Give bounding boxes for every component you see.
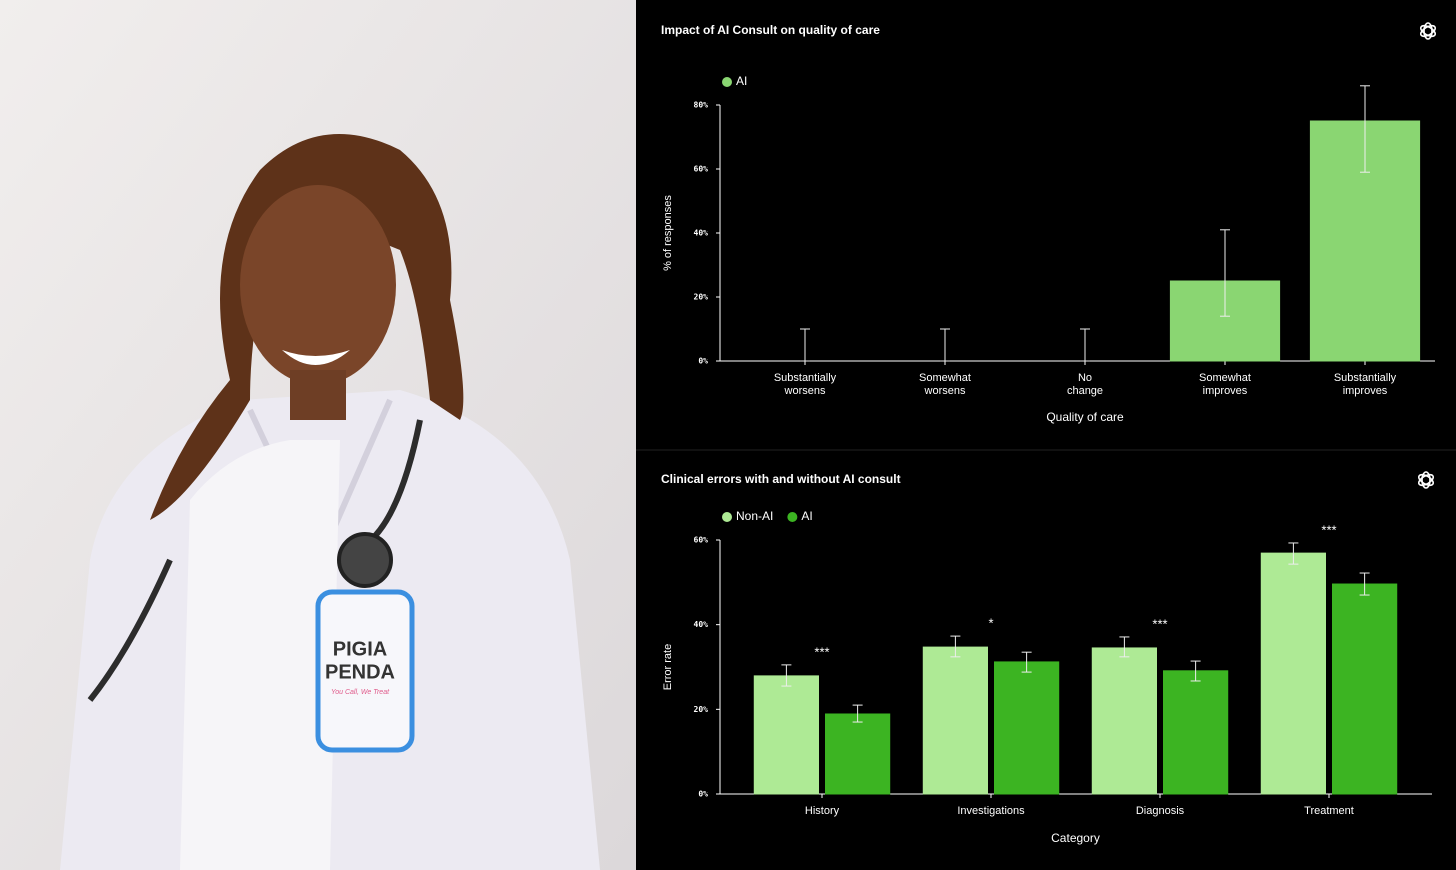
bar <box>825 713 891 795</box>
badge <box>315 589 415 753</box>
photo: PIGIA PENDA You Call, We Treat <box>0 0 636 870</box>
chart-title: Impact of AI Consult on quality of care <box>661 23 880 37</box>
legend-swatch <box>722 77 732 87</box>
smile <box>282 350 350 365</box>
y-axis-label: Error rate <box>662 644 674 690</box>
badge-title: PENDA <box>325 661 395 683</box>
x-tick-label: Substantially improves <box>1333 372 1397 397</box>
x-axis-label: Quality of care <box>1046 410 1124 424</box>
x-tick-label: Treatment <box>1304 805 1354 817</box>
y-tick-label: 60% <box>694 165 709 174</box>
bar <box>1332 583 1398 795</box>
logo <box>1419 22 1437 40</box>
significance-label: *** <box>1321 522 1336 537</box>
y-tick-label: 80% <box>694 101 709 110</box>
neck <box>290 370 346 420</box>
y-axis-label: % of responses <box>662 195 674 271</box>
badge-tagline: You Call, We Treat <box>331 689 390 696</box>
legend-swatch <box>722 512 732 522</box>
stethoscope-head <box>337 532 393 588</box>
x-tick-label: Somewhat improves <box>1199 372 1251 397</box>
bar <box>1163 670 1229 795</box>
bar <box>1260 552 1327 795</box>
legend-label: AI <box>801 509 812 523</box>
face <box>240 185 396 385</box>
legend-label: AI <box>736 74 747 88</box>
bar <box>1091 647 1158 795</box>
x-tick-label: Diagnosis <box>1135 805 1185 817</box>
hair <box>150 134 464 520</box>
y-tick-label: 0% <box>698 790 708 799</box>
significance-label: *** <box>1152 616 1167 631</box>
badge-title: PIGIA <box>333 638 387 660</box>
y-tick-label: 20% <box>694 705 709 714</box>
x-axis-label: Category <box>1051 831 1100 845</box>
y-tick-label: 40% <box>694 229 709 238</box>
significance-label: * <box>988 616 993 631</box>
legend-swatch <box>787 512 798 522</box>
x-tick-label: No change <box>1066 372 1104 397</box>
x-tick-label: Investigations <box>957 805 1025 817</box>
bar <box>994 661 1060 795</box>
shirt <box>180 440 340 870</box>
bar <box>922 646 989 795</box>
significance-label: *** <box>814 644 829 659</box>
x-tick-label: Somewhat worsens <box>919 372 971 397</box>
y-tick-label: 60% <box>694 536 709 545</box>
y-tick-label: 0% <box>698 357 708 366</box>
y-tick-label: 40% <box>694 620 709 629</box>
x-tick-label: Substantially worsens <box>773 372 837 397</box>
chart-title: Clinical errors with and without AI cons… <box>661 472 901 486</box>
bar <box>753 675 820 795</box>
logo <box>1417 471 1435 489</box>
legend-label: Non-AI <box>736 509 773 523</box>
y-tick-label: 20% <box>694 293 709 302</box>
x-tick-label: History <box>804 805 840 817</box>
